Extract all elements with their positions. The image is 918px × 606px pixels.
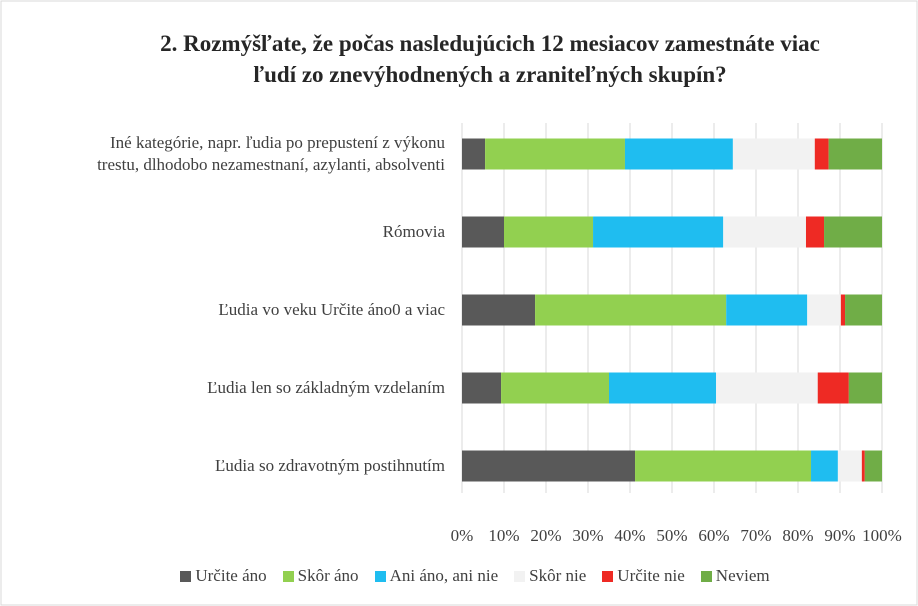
legend-item: Ani áno, ani nie: [374, 566, 499, 586]
bar-segment: [535, 294, 727, 326]
legend-item: Skôr nie: [514, 566, 586, 586]
bar-segment: [462, 294, 536, 326]
bar-segment: [609, 372, 717, 404]
bar-segment: [807, 294, 841, 326]
legend-swatch: [602, 570, 614, 582]
bar-segment: [462, 216, 504, 248]
bar-segment: [716, 372, 818, 404]
bar-segment: [485, 138, 625, 170]
bar-segment: [805, 216, 825, 248]
chart-title: 2. Rozmýšľate, že počas nasledujúcich 12…: [160, 31, 820, 87]
y-tick-label: Ľudia vo veku Určite áno0 a viac: [218, 300, 445, 319]
bar-segment: [504, 216, 594, 248]
bar-segment: [861, 450, 865, 482]
x-tick-label: 0%: [451, 526, 474, 545]
legend-item: Skôr áno: [282, 566, 359, 586]
y-tick-label: Rómovia: [382, 222, 445, 241]
x-tick-label: 50%: [656, 526, 687, 545]
legend-label: Skôr nie: [529, 566, 587, 585]
bar-segment: [635, 450, 812, 482]
bar-segment: [624, 138, 733, 170]
bar-segment: [864, 450, 882, 482]
bar-segment: [828, 138, 882, 170]
legend-swatch: [180, 570, 192, 582]
legend-label: Neviem: [715, 566, 770, 585]
y-tick-label: Iné kategórie, napr. ľudia po prepustení…: [97, 133, 445, 174]
x-tick-label: 70%: [740, 526, 771, 545]
bar-segment: [814, 138, 829, 170]
x-tick-label: 90%: [824, 526, 855, 545]
bar-segment: [723, 216, 806, 248]
y-tick-label: Ľudia so zdravotným postihnutím: [215, 456, 445, 475]
bar-segment: [462, 138, 486, 170]
legend-swatch: [700, 570, 712, 582]
bar-segment: [726, 294, 808, 326]
bar-segment: [848, 372, 882, 404]
legend-item: Určite áno: [180, 566, 267, 586]
x-tick-label: 60%: [698, 526, 729, 545]
x-tick-label: 100%: [862, 526, 902, 545]
legend-label: Skôr áno: [297, 566, 359, 585]
legend-label: Ani áno, ani nie: [389, 566, 499, 585]
legend-label: Určite nie: [617, 566, 685, 585]
y-tick-label: Ľudia len so základným vzdelaním: [207, 378, 445, 397]
bar-segment: [593, 216, 724, 248]
bar-segment: [462, 450, 636, 482]
bar-segment: [837, 450, 862, 482]
legend: Určite áno Skôr áno Ani áno, ani nie Skôr n…: [0, 566, 918, 586]
bar-segment: [824, 216, 882, 248]
legend-label: Určite áno: [195, 566, 267, 585]
bar-segment: [845, 294, 882, 326]
bar-segment: [811, 450, 838, 482]
x-tick-label: 10%: [488, 526, 519, 545]
legend-item: Určite nie: [602, 566, 685, 586]
legend-swatch: [374, 570, 386, 582]
x-tick-label: 20%: [530, 526, 561, 545]
legend-swatch: [282, 570, 294, 582]
bar-segment: [840, 294, 846, 326]
bar-segment: [501, 372, 609, 404]
x-tick-label: 30%: [572, 526, 603, 545]
legend-item: Neviem: [700, 566, 770, 586]
x-tick-label: 40%: [614, 526, 645, 545]
bar-segment: [732, 138, 815, 170]
x-tick-label: 80%: [782, 526, 813, 545]
bar-segment: [462, 372, 502, 404]
bar-segment: [817, 372, 849, 404]
legend-swatch: [514, 570, 526, 582]
